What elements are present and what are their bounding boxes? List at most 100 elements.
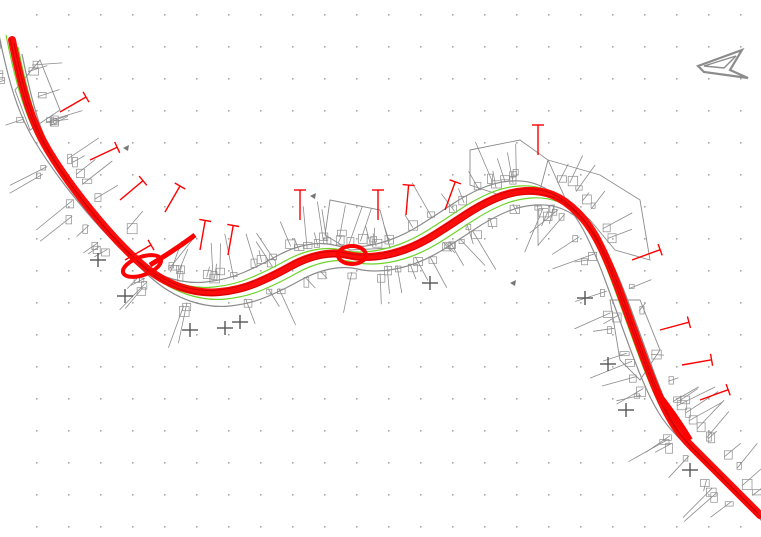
parcel-line xyxy=(348,206,363,245)
grid-mark xyxy=(708,46,710,48)
parcel-line xyxy=(703,479,707,492)
grid-mark xyxy=(164,430,166,432)
grid-mark xyxy=(580,494,582,496)
grid-mark xyxy=(580,206,582,208)
parcel-line xyxy=(602,212,633,230)
grid-mark xyxy=(132,46,134,48)
building-outline xyxy=(665,442,673,454)
building-outline xyxy=(724,501,734,507)
grid-mark xyxy=(548,110,550,112)
grid-mark xyxy=(164,142,166,144)
grid-mark xyxy=(324,238,326,240)
grid-mark xyxy=(292,302,294,304)
grid-mark xyxy=(68,238,70,240)
building-outline xyxy=(590,202,596,209)
parcel-line xyxy=(396,265,403,294)
grid-mark xyxy=(388,366,390,368)
grid-mark xyxy=(676,366,678,368)
grid-mark xyxy=(292,174,294,176)
grid-mark xyxy=(612,430,614,432)
building-outline xyxy=(75,168,85,178)
parcel-lines xyxy=(0,36,761,522)
parcel-line xyxy=(83,242,99,254)
grid-mark xyxy=(644,430,646,432)
grid-mark xyxy=(452,302,454,304)
parcel-line xyxy=(548,204,555,224)
building-outline xyxy=(0,70,4,80)
grid-mark xyxy=(260,494,262,496)
grid-mark xyxy=(548,302,550,304)
grid-mark xyxy=(708,206,710,208)
grid-mark xyxy=(740,462,742,464)
building-outline xyxy=(685,407,691,418)
grid-mark xyxy=(612,462,614,464)
grid-mark xyxy=(356,238,358,240)
building-outline xyxy=(426,211,436,218)
grid-mark xyxy=(292,462,294,464)
parcel-line xyxy=(404,214,414,228)
grid-mark xyxy=(164,206,166,208)
grid-mark xyxy=(420,206,422,208)
grid-mark xyxy=(324,462,326,464)
grid-mark xyxy=(580,174,582,176)
grid-mark xyxy=(388,430,390,432)
grid-mark xyxy=(452,398,454,400)
parcel-line xyxy=(409,263,417,280)
cross-section-line xyxy=(699,389,729,401)
parcel-line xyxy=(683,492,717,522)
cross-section-tick xyxy=(709,353,714,366)
grid-mark xyxy=(580,270,582,272)
grid-mark xyxy=(292,142,294,144)
parcel-line xyxy=(602,352,627,362)
grid-mark xyxy=(644,398,646,400)
parcel-line xyxy=(124,287,144,309)
grid-mark xyxy=(100,270,102,272)
parcel-line xyxy=(601,376,637,387)
grid-mark xyxy=(452,14,454,16)
building-outline xyxy=(487,173,493,184)
grid-mark xyxy=(740,238,742,240)
grid-mark xyxy=(228,494,230,496)
parcel-line xyxy=(94,248,108,258)
building-outline xyxy=(182,302,192,312)
grid-mark xyxy=(452,334,454,336)
grid-mark xyxy=(324,302,326,304)
building-outline xyxy=(449,204,457,213)
parcel-line xyxy=(742,468,761,486)
grid-mark xyxy=(452,270,454,272)
parcel-line xyxy=(50,110,83,121)
grid-mark xyxy=(484,110,486,112)
grid-mark xyxy=(644,142,646,144)
parcel-line xyxy=(679,388,698,402)
building-outline xyxy=(317,271,327,280)
building-outline xyxy=(266,288,273,295)
parcel-line xyxy=(676,386,716,407)
grid-mark xyxy=(164,462,166,464)
grid-mark xyxy=(356,174,358,176)
grid-mark xyxy=(452,142,454,144)
building-outline xyxy=(500,175,510,181)
grid-mark xyxy=(644,270,646,272)
grid-mark xyxy=(164,302,166,304)
grid-mark xyxy=(100,206,102,208)
grid-mark xyxy=(196,334,198,336)
grid-mark xyxy=(644,14,646,16)
grid-mark xyxy=(452,238,454,240)
grid-mark xyxy=(164,174,166,176)
grid-mark xyxy=(100,14,102,16)
grid-mark xyxy=(676,302,678,304)
grid-mark xyxy=(68,270,70,272)
parcel-line xyxy=(206,266,210,278)
grid-mark xyxy=(228,462,230,464)
grid-mark xyxy=(740,270,742,272)
grid-mark xyxy=(420,366,422,368)
grid-mark xyxy=(260,462,262,464)
grid-mark xyxy=(164,110,166,112)
grid-mark xyxy=(132,430,134,432)
grid-mark xyxy=(132,462,134,464)
cross-section-line xyxy=(124,244,152,261)
building-outline xyxy=(176,265,185,275)
building-outline xyxy=(38,92,47,99)
